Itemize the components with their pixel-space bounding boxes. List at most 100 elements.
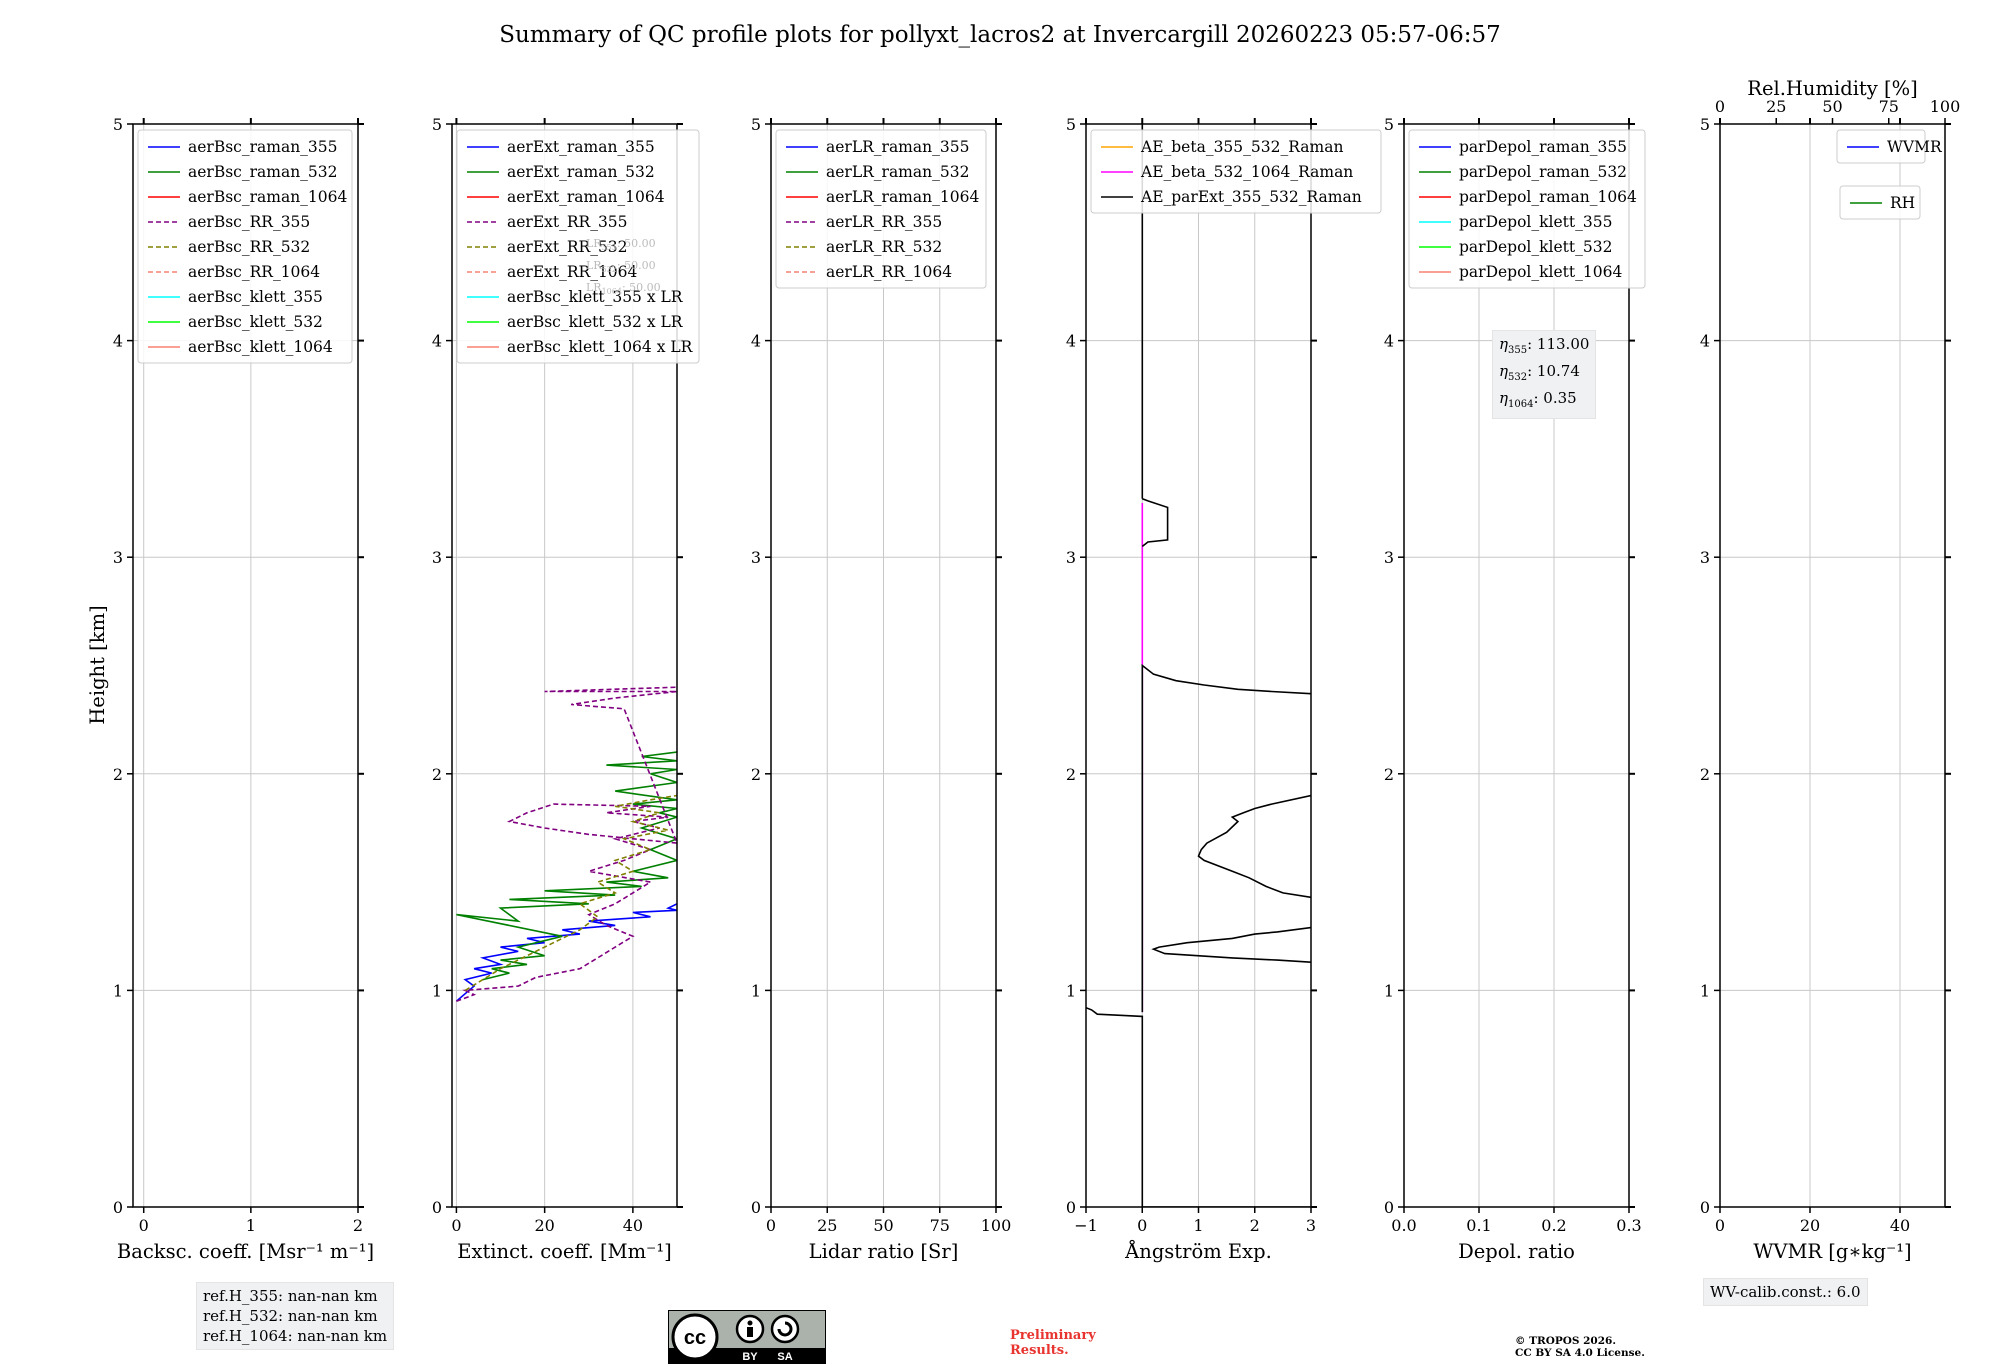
- x-tick-label: 0: [1715, 1216, 1725, 1235]
- ref-height-1064: ref.H_1064: nan-nan km: [203, 1327, 388, 1345]
- ref-height-355: ref.H_355: nan-nan km: [203, 1287, 378, 1305]
- legend-label: aerLR_RR_532: [826, 238, 942, 256]
- x-tick-label: 75: [930, 1216, 950, 1235]
- plot-frame: [1719, 123, 1946, 1208]
- legend-label: aerExt_raman_532: [507, 163, 655, 181]
- svg-text:cc: cc: [684, 1327, 706, 1349]
- x-tick-label: 0: [766, 1216, 776, 1235]
- top-x-tick-label: 50: [1822, 97, 1842, 116]
- x-axis-label: Extinct. coeff. [Mm⁻¹]: [457, 1240, 672, 1263]
- x-tick-label: −1: [1074, 1216, 1098, 1235]
- y-tick-label: 0: [1700, 1198, 1710, 1217]
- legend-label: parDepol_klett_532: [1459, 238, 1612, 256]
- x-tick-label: 2: [353, 1216, 363, 1235]
- legend-label: AE_beta_355_532_Raman: [1140, 138, 1343, 156]
- legend-label: aerBsc_klett_355 x LR: [507, 288, 684, 306]
- legend-label: aerBsc_RR_355: [188, 213, 310, 231]
- legend-label: aerLR_raman_355: [826, 138, 969, 156]
- series-aerExt_RR_355: [456, 686, 677, 1002]
- y-tick-label: 2: [1384, 765, 1394, 784]
- x-tick-label: 20: [1800, 1216, 1820, 1235]
- cc-license-badge: cc BY SA: [667, 1309, 827, 1365]
- ref-height-532: ref.H_532: nan-nan km: [203, 1307, 378, 1325]
- top-x-tick-label: 75: [1879, 97, 1899, 116]
- x-axis-label: Depol. ratio: [1458, 1240, 1575, 1263]
- series-AE_parExt_355_532_Raman_b: [1141, 663, 1311, 1013]
- y-tick-label: 4: [1700, 332, 1710, 351]
- y-tick-label: 3: [432, 548, 442, 567]
- series-AE_parExt_355_532_Raman: [1086, 1006, 1311, 1207]
- legend-label: aerBsc_RR_532: [188, 238, 310, 256]
- series-aerExt_raman_532: [456, 751, 677, 981]
- x-tick-label: 0: [451, 1216, 461, 1235]
- x-axis-label: Backsc. coeff. [Msr⁻¹ m⁻¹]: [117, 1240, 374, 1263]
- legend-label: parDepol_klett_1064: [1459, 263, 1622, 281]
- eta-532: η532: 10.74: [1499, 362, 1580, 383]
- series-AE_parExt_355_532_Raman_d: [1197, 794, 1311, 899]
- y-tick-label: 3: [1384, 548, 1394, 567]
- legend-frame: [137, 129, 353, 364]
- y-tick-label: 4: [1384, 332, 1394, 351]
- x-tick-label: 3: [1306, 1216, 1316, 1235]
- y-tick-label: 5: [1384, 115, 1394, 134]
- svg-text:BY: BY: [742, 1351, 758, 1363]
- x-tick-label: 0.1: [1466, 1216, 1491, 1235]
- lr-1064: LR1064: 50.00: [586, 281, 661, 297]
- top-x-tick-label: 100: [1930, 97, 1961, 116]
- x-tick-label: 40: [623, 1216, 643, 1235]
- lr-box: LR355: 50.00 LR532: 50.00 LR1064: 50.00: [586, 235, 661, 302]
- x-tick-label: 40: [1890, 1216, 1910, 1235]
- y-tick-label: 3: [113, 548, 123, 567]
- y-tick-label: 1: [1700, 981, 1710, 1000]
- legend-label: aerBsc_klett_532 x LR: [507, 313, 684, 331]
- x-tick-label: 0.3: [1616, 1216, 1641, 1235]
- top-x-axis-label: Rel.Humidity [%]: [1747, 77, 1917, 100]
- figure-title: Summary of QC profile plots for pollyxt_…: [499, 22, 1501, 48]
- legend-label: aerBsc_RR_1064: [188, 263, 320, 281]
- wv-calib-box: WV-calib.const.: 6.0: [1703, 1278, 1868, 1306]
- y-tick-label: 1: [751, 981, 761, 1000]
- y-tick-label: 0: [113, 1198, 123, 1217]
- y-tick-label: 3: [751, 548, 761, 567]
- legend-label: aerBsc_raman_532: [188, 163, 338, 181]
- series-AE_parExt_355_532_Raman_e: [1141, 497, 1169, 548]
- eta-1064: η1064: 0.35: [1499, 389, 1577, 410]
- legend-label: aerLR_raman_1064: [826, 188, 979, 206]
- legend-frame: [1090, 129, 1382, 214]
- x-tick-label: 0.0: [1391, 1216, 1416, 1235]
- legend-label: aerLR_RR_1064: [826, 263, 952, 281]
- top-x-tick-label: 25: [1766, 97, 1786, 116]
- series-AE_parExt_355_532_Raman_c: [1151, 926, 1311, 963]
- legend-label: aerBsc_klett_532: [188, 313, 323, 331]
- x-tick-label: 100: [981, 1216, 1012, 1235]
- legend-label: aerBsc_klett_1064 x LR: [507, 338, 694, 356]
- y-tick-label: 4: [1066, 332, 1076, 351]
- legend-angstrom: AE_beta_355_532_Raman AE_beta_532_1064_Ra…: [1090, 129, 1382, 214]
- svg-text:SA: SA: [777, 1351, 792, 1363]
- series-group: [455, 686, 677, 1002]
- y-tick-label: 5: [1066, 115, 1076, 134]
- x-tick-label: 0: [139, 1216, 149, 1235]
- legend-frame: [1408, 129, 1646, 289]
- y-tick-label: 1: [1384, 981, 1394, 1000]
- y-tick-label: 0: [1066, 1198, 1076, 1217]
- legend-label: aerExt_RR_1064: [507, 263, 638, 281]
- x-tick-label: 1: [246, 1216, 256, 1235]
- legend-label: aerExt_RR_355: [507, 213, 628, 231]
- series-aerExt_RR_532: [464, 794, 677, 992]
- x-tick-label: 50: [873, 1216, 893, 1235]
- x-tick-label: 1: [1193, 1216, 1203, 1235]
- y-tick-label: 3: [1700, 548, 1710, 567]
- legend-label: aerExt_RR_532: [507, 238, 628, 256]
- legend-label: AE_beta_532_1064_Raman: [1140, 163, 1353, 181]
- y-tick-label: 2: [1700, 765, 1710, 784]
- top-x-tick-label: 0: [1715, 97, 1725, 116]
- y-tick-label: 2: [432, 765, 442, 784]
- legend-label: aerExt_raman_355: [507, 138, 655, 156]
- y-tick-label: 4: [751, 332, 761, 351]
- plot-frame: [1403, 123, 1630, 1208]
- y-tick-label: 1: [1066, 981, 1076, 1000]
